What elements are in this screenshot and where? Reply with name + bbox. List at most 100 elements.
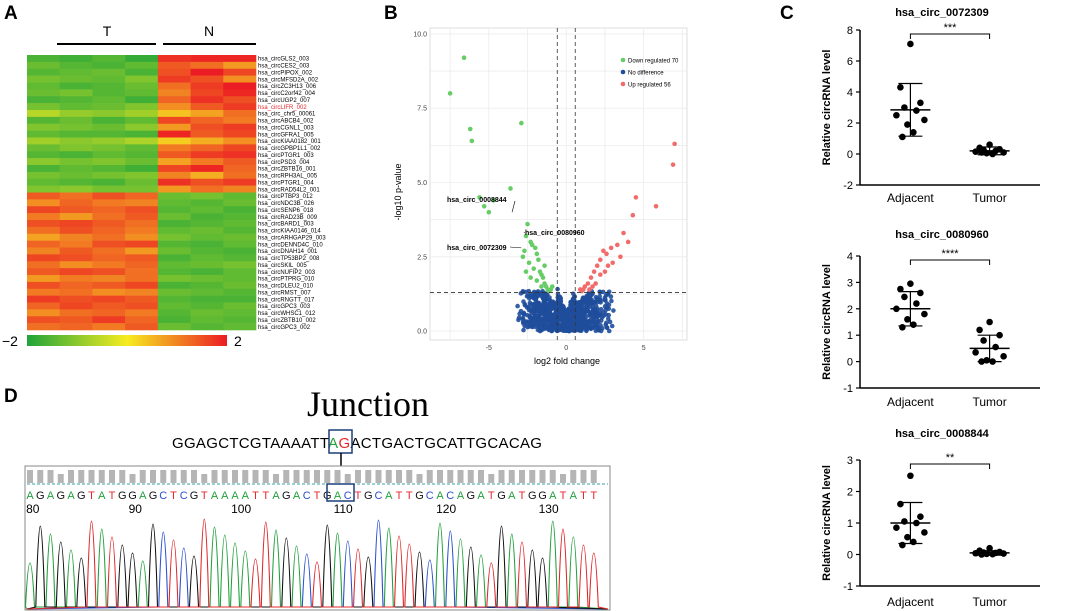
dotplot-significance-bracket <box>909 33 991 39</box>
heatmap-cell <box>223 220 257 228</box>
volcano-point-down <box>542 263 547 269</box>
heatmap-cell <box>190 55 224 63</box>
heatmap-cell <box>190 233 224 241</box>
heatmap-panel: T N hsa_circGLS2_003hsa_circCES2_003hsa_… <box>2 23 326 349</box>
heatmap-cell <box>92 130 126 138</box>
volcano-point-down <box>531 266 537 271</box>
heatmap-cell <box>125 110 159 118</box>
trace-base: G <box>415 490 424 502</box>
volcano-point-nodiff <box>589 300 595 306</box>
heatmap-cell <box>92 226 126 235</box>
heatmap-cell <box>223 213 257 221</box>
heatmap-cell <box>190 144 224 152</box>
dotplot-point <box>989 358 996 365</box>
heatmap-cell <box>27 206 61 214</box>
heatmap-cell <box>190 281 224 290</box>
dotplot-point <box>976 326 983 334</box>
volcano-point-nodiff <box>518 308 524 314</box>
trace-position: 130 <box>539 502 559 516</box>
heatmap-cell <box>157 89 191 97</box>
volcano-point-up <box>591 269 597 274</box>
trace-base: G <box>128 490 137 502</box>
heatmap-cell <box>125 192 159 200</box>
heatmap-cell <box>223 240 257 248</box>
volcano-point-up <box>633 195 639 200</box>
volcano-point-nodiff <box>522 302 528 308</box>
volcano-point-nodiff <box>533 293 538 298</box>
heatmap-cell <box>125 295 159 303</box>
volcano-legend-swatch <box>620 57 626 63</box>
volcano-point-nodiff <box>547 306 553 311</box>
heatmap-cell <box>223 130 257 138</box>
heatmap-cell <box>59 75 93 83</box>
heatmap-cell <box>125 130 159 138</box>
heatmap-cell <box>27 185 61 193</box>
volcano-point-up <box>577 287 583 292</box>
heatmap-cell <box>157 268 191 276</box>
volcano-point-nodiff <box>600 289 606 295</box>
volcano-point-nodiff <box>526 293 532 298</box>
heatmap-cell <box>125 220 159 228</box>
trace-base: G <box>149 490 158 502</box>
volcano-point-nodiff <box>567 314 572 319</box>
volcano-point-nodiff <box>598 307 604 312</box>
heatmap-cell <box>27 130 61 138</box>
volcano-point-nodiff <box>548 327 554 333</box>
dotplot-point <box>978 551 985 558</box>
heatmap-cell <box>92 323 126 331</box>
trace-base: A <box>385 490 393 502</box>
volcano-point-up <box>590 284 595 289</box>
dotplot-category-label: Adjacent <box>887 595 934 609</box>
volcano-point-down <box>532 245 538 251</box>
volcano-point-nodiff <box>574 304 580 310</box>
quality-bar <box>37 470 44 483</box>
heatmap-cell <box>190 302 224 310</box>
trace-base: C <box>180 490 188 502</box>
heatmap-cell <box>157 220 191 228</box>
dotplot-y-tick: 0 <box>847 357 853 369</box>
volcano-point-nodiff <box>584 293 590 299</box>
heatmap-cell <box>27 103 61 111</box>
volcano-y-tick: 0.0 <box>417 329 427 336</box>
panel-label-d: D <box>4 386 18 407</box>
volcano-point-up <box>625 239 631 245</box>
heatmap-cell <box>125 199 159 207</box>
quality-bar <box>406 470 413 483</box>
dotplot-point <box>907 472 914 480</box>
dotplot-y-tick: 2 <box>847 487 853 499</box>
volcano-point-nodiff <box>542 300 547 305</box>
dotplot-0072309: hsa_circ_0072309 Relative circRNA level -2… <box>821 7 1040 205</box>
heatmap-cell <box>190 295 224 303</box>
heatmap-cell <box>190 240 224 248</box>
trace-base: G <box>282 490 291 502</box>
heatmap-cell <box>125 89 159 97</box>
quality-bar <box>160 470 167 483</box>
quality-bar <box>78 470 85 483</box>
heatmap-cell <box>190 165 224 173</box>
volcano-point-down <box>526 260 532 266</box>
volcano-point-down <box>534 251 540 257</box>
heatmap-cell <box>157 123 191 131</box>
heatmap-cell <box>125 268 159 276</box>
heatmap-cell <box>27 192 61 200</box>
heatmap-cell <box>59 103 93 111</box>
heatmap-cell <box>157 206 191 214</box>
heatmap-cell <box>27 171 61 180</box>
heatmap-cell <box>190 261 224 269</box>
dotplot-y-tick: 0 <box>847 149 853 161</box>
heatmap-cell <box>157 151 191 159</box>
heatmap-cell <box>190 158 224 166</box>
trace-base: T <box>488 490 495 502</box>
volcano-point-nodiff <box>540 289 545 294</box>
heatmap-cell <box>125 275 159 283</box>
volcano-point-nodiff <box>606 302 612 308</box>
heatmap-cell <box>27 158 61 166</box>
heatmap-row-label: hsa_circPTBP3_012 <box>258 194 313 200</box>
heatmap-cell <box>125 323 159 331</box>
heatmap-cell <box>157 171 191 180</box>
heatmap-cell <box>27 268 61 276</box>
dotplot-significance-bracket <box>909 259 991 265</box>
dotplot-point <box>901 104 908 111</box>
volcano-point-nodiff <box>598 297 603 302</box>
volcano-x-tick: 5 <box>642 345 646 352</box>
